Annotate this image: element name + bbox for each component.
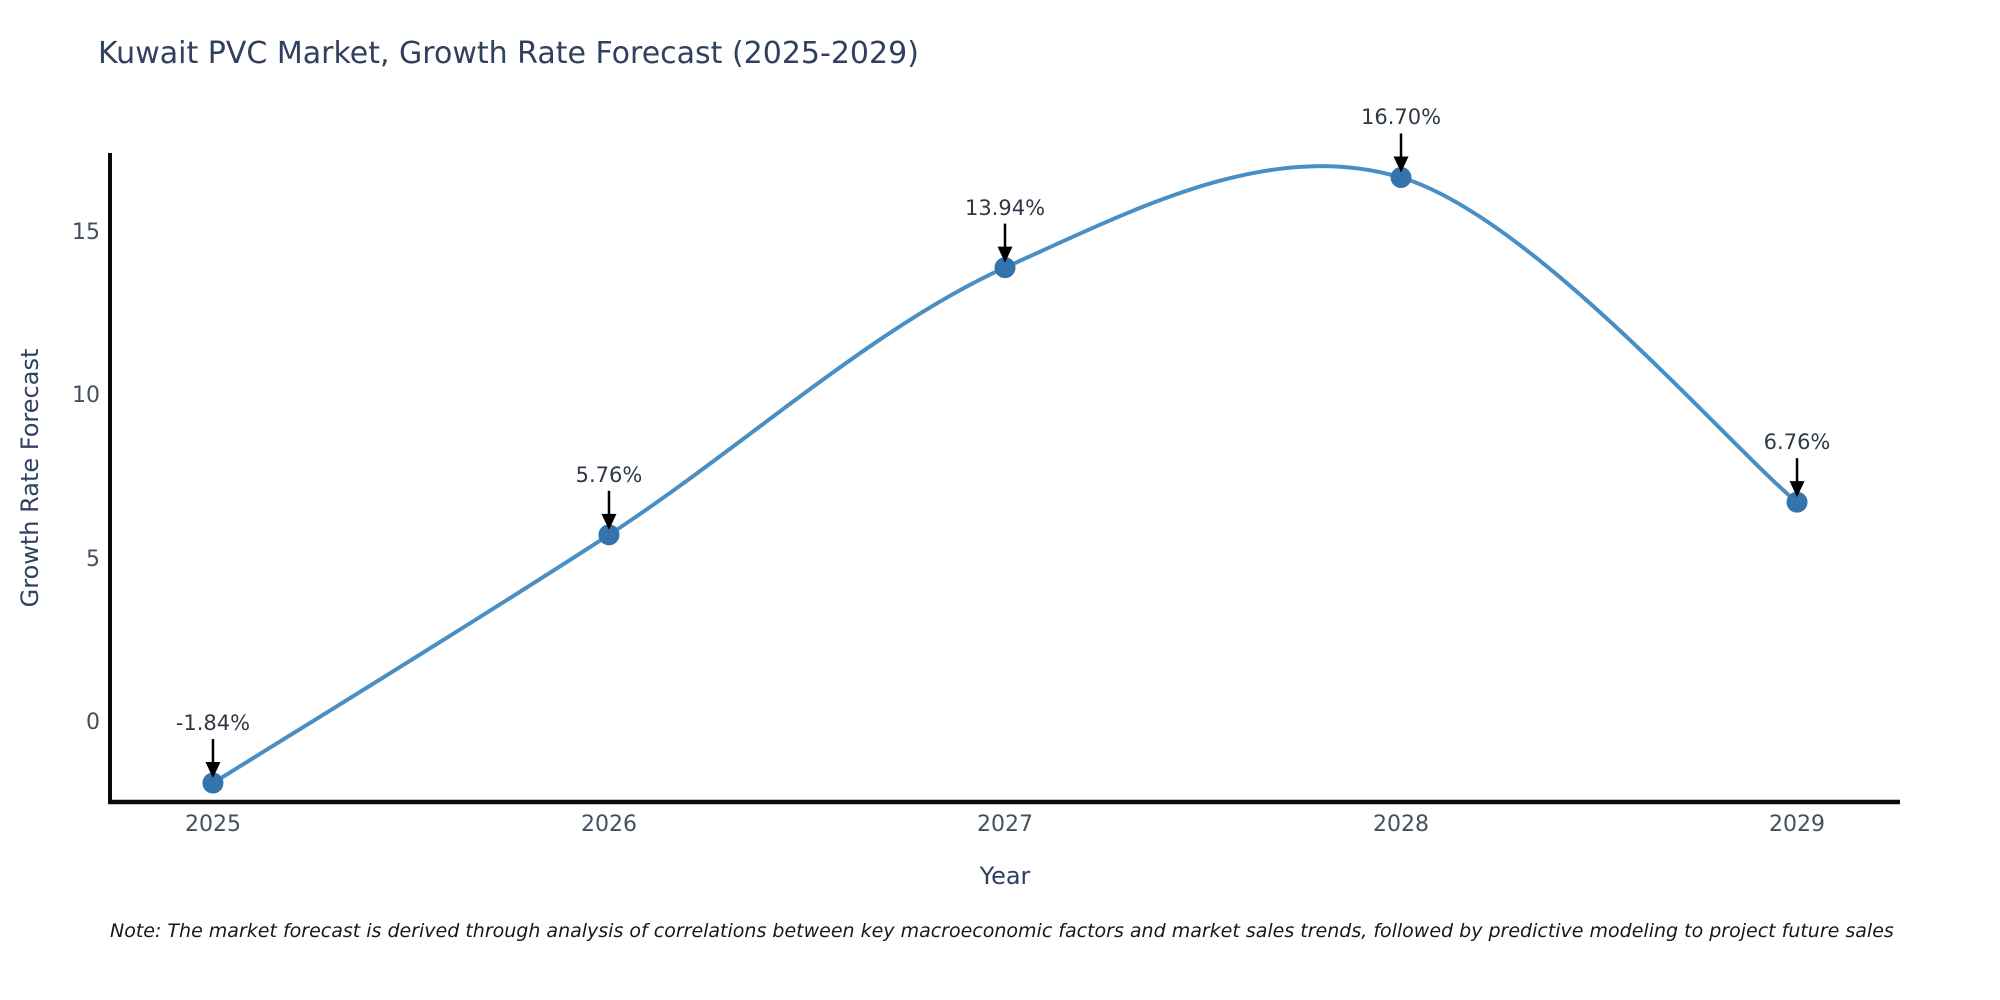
- x-tick-label: 2025: [184, 812, 241, 837]
- annotation-arrow-head: [601, 513, 617, 530]
- x-tick-label: 2026: [580, 812, 637, 837]
- data-point-marker: [994, 257, 1016, 279]
- data-point-value-label: 6.76%: [1763, 430, 1831, 455]
- annotation-arrow-head: [1393, 156, 1409, 173]
- x-tick-label: 2028: [1373, 812, 1430, 837]
- y-tick-label: 0: [86, 709, 100, 735]
- data-point-value-label: -1.84%: [175, 711, 251, 736]
- annotation-arrow-head: [997, 246, 1013, 263]
- data-point-marker: [1786, 491, 1808, 513]
- annotation-arrows: [205, 133, 1805, 779]
- line-series: [202, 164, 1808, 794]
- y-tick-label: 10: [72, 383, 100, 409]
- x-tick-label: 2027: [977, 812, 1033, 837]
- axis-spines: [108, 153, 1900, 805]
- data-point-marker: [202, 772, 224, 794]
- data-point-value-label: 16.70%: [1360, 105, 1442, 130]
- annotation-arrow-head: [205, 762, 221, 779]
- data-point-value-label: 13.94%: [964, 195, 1046, 220]
- y-axis-title: Growth Rate Forecast: [16, 348, 44, 608]
- data-point-marker: [1390, 166, 1412, 188]
- data-point-marker: [598, 524, 620, 546]
- x-tick-label: 2029: [1769, 812, 1826, 837]
- annotation-arrow-head: [1789, 481, 1805, 498]
- y-tick-label: 5: [86, 546, 100, 572]
- footnote: Note: The market forecast is derived thr…: [110, 920, 1894, 942]
- chart-title: Kuwait PVC Market, Growth Rate Forecast …: [98, 36, 919, 71]
- y-tick-label: 15: [72, 220, 100, 246]
- data-point-value-label: 5.76%: [575, 462, 643, 487]
- x-axis-title: Year: [979, 862, 1031, 890]
